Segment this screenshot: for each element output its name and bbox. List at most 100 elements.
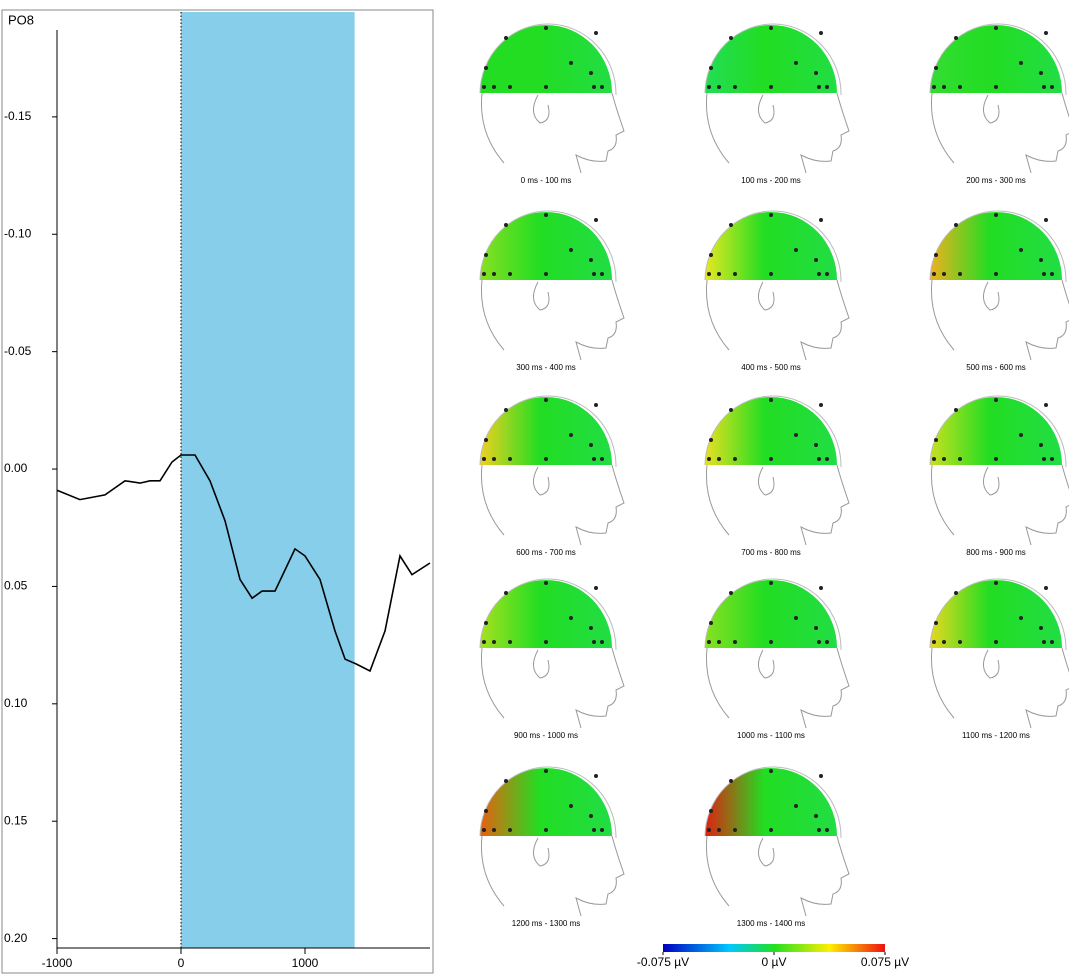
electrode [814, 71, 818, 75]
electrode [994, 85, 998, 89]
electrode [1044, 586, 1048, 590]
electrode [508, 640, 512, 644]
electrode [817, 640, 821, 644]
ear [533, 650, 549, 678]
electrode [819, 403, 823, 407]
electrode [1042, 640, 1046, 644]
electrode [717, 457, 721, 461]
electrode [1042, 272, 1046, 276]
electrode [544, 272, 548, 276]
topomap [705, 579, 849, 728]
electrode [589, 71, 593, 75]
y-tick-label: -0.05 [4, 344, 32, 358]
head-outline [931, 280, 1069, 360]
electrode [1050, 272, 1054, 276]
scalp-map [480, 397, 612, 465]
electrode [958, 457, 962, 461]
scalp-map [930, 397, 1062, 465]
electrode [504, 779, 508, 783]
head-outline [481, 93, 624, 173]
ear [533, 95, 549, 123]
electrode [794, 433, 798, 437]
electrode [814, 258, 818, 262]
electrode [729, 408, 733, 412]
y-tick-label: 0.15 [4, 813, 28, 827]
topomap-label: 1200 ms - 1300 ms [512, 919, 580, 928]
ear [533, 838, 549, 866]
electrode [504, 591, 508, 595]
topomap-label: 400 ms - 500 ms [741, 363, 801, 372]
electrode [733, 272, 737, 276]
topomap [480, 24, 624, 173]
colorbar-label: 0 µV [762, 955, 787, 969]
topomap [705, 24, 849, 173]
head-outline [481, 836, 624, 916]
electrode [769, 640, 773, 644]
head-outline [706, 280, 849, 360]
ear [758, 467, 774, 495]
electrode [932, 640, 936, 644]
electrode [994, 581, 998, 585]
electrode [592, 828, 596, 832]
electrode [717, 640, 721, 644]
electrode [594, 586, 598, 590]
topomap-label: 600 ms - 700 ms [516, 548, 576, 557]
x-tick-label: -1000 [42, 956, 73, 970]
electrode [994, 26, 998, 30]
electrode [932, 457, 936, 461]
electrode [569, 61, 573, 65]
electrode [817, 828, 821, 832]
electrode [1039, 626, 1043, 630]
electrode [825, 457, 829, 461]
electrode [589, 443, 593, 447]
head-outline [706, 93, 849, 173]
electrode [733, 828, 737, 832]
electrode [794, 804, 798, 808]
electrode [544, 640, 548, 644]
electrode [707, 457, 711, 461]
topomap [480, 211, 624, 360]
topomap [930, 211, 1069, 360]
electrode [825, 272, 829, 276]
scalp-map [480, 580, 612, 648]
ear [983, 467, 999, 495]
electrode [1019, 61, 1023, 65]
scalp-map [705, 580, 837, 648]
electrode [819, 31, 823, 35]
topomap-label: 200 ms - 300 ms [966, 176, 1026, 185]
electrode [1042, 457, 1046, 461]
electrode [1044, 31, 1048, 35]
electrode [814, 443, 818, 447]
ear [983, 650, 999, 678]
electrode [592, 457, 596, 461]
y-tick-label: -0.10 [4, 226, 32, 240]
electrode [729, 591, 733, 595]
electrode [934, 438, 938, 442]
electrode [544, 85, 548, 89]
scalp-map [930, 212, 1062, 280]
electrode [994, 398, 998, 402]
electrode [733, 640, 737, 644]
electrode [492, 828, 496, 832]
electrode [934, 621, 938, 625]
electrode [544, 457, 548, 461]
electrode [954, 36, 958, 40]
head-outline [931, 648, 1069, 728]
electrode [592, 272, 596, 276]
head-outline [481, 648, 624, 728]
head-outline [931, 465, 1069, 545]
electrode [819, 218, 823, 222]
electrode [482, 828, 486, 832]
topomap [930, 579, 1069, 728]
electrode [733, 85, 737, 89]
electrode [1019, 616, 1023, 620]
scalp-map [930, 25, 1062, 93]
electrode [769, 769, 773, 773]
electrode [825, 640, 829, 644]
electrode [492, 85, 496, 89]
scalp-map [480, 768, 612, 836]
electrode [1019, 433, 1023, 437]
ear [758, 95, 774, 123]
electrode [769, 213, 773, 217]
electrode [934, 66, 938, 70]
